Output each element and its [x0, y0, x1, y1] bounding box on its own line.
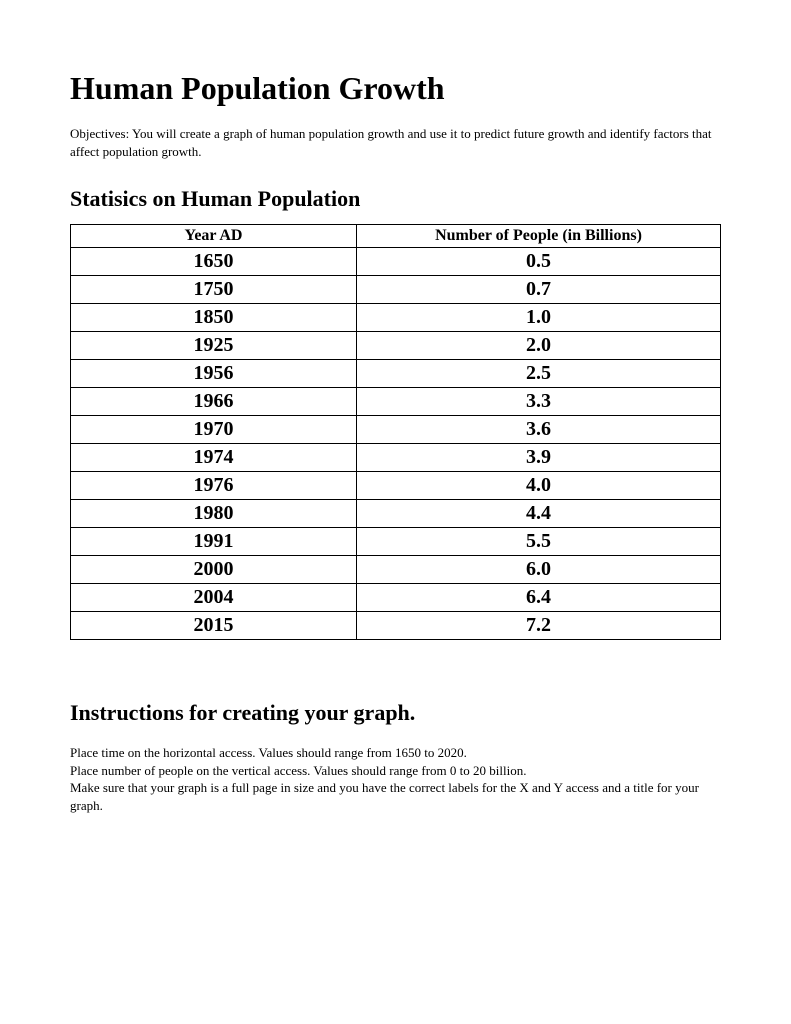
page-title: Human Population Growth: [70, 70, 721, 107]
instruction-line: Place number of people on the vertical a…: [70, 762, 721, 780]
table-row: 19764.0: [71, 472, 721, 500]
document-page: Human Population Growth Objectives: You …: [0, 0, 791, 854]
cell-people: 6.4: [357, 584, 721, 612]
table-row: 18501.0: [71, 304, 721, 332]
cell-year: 1750: [71, 276, 357, 304]
table-row: 16500.5: [71, 248, 721, 276]
table-body: 16500.5 17500.7 18501.0 19252.0 19562.5 …: [71, 248, 721, 640]
table-row: 19804.4: [71, 500, 721, 528]
cell-people: 1.0: [357, 304, 721, 332]
cell-people: 2.0: [357, 332, 721, 360]
cell-year: 1966: [71, 388, 357, 416]
instructions-heading: Instructions for creating your graph.: [70, 700, 721, 726]
table-row: 19743.9: [71, 444, 721, 472]
table-row: 17500.7: [71, 276, 721, 304]
cell-year: 2015: [71, 612, 357, 640]
table-row: 19663.3: [71, 388, 721, 416]
table-row: 19252.0: [71, 332, 721, 360]
cell-year: 2004: [71, 584, 357, 612]
cell-year: 1976: [71, 472, 357, 500]
cell-people: 3.6: [357, 416, 721, 444]
column-header-people: Number of People (in Billions): [357, 225, 721, 248]
cell-year: 2000: [71, 556, 357, 584]
cell-year: 1980: [71, 500, 357, 528]
column-header-year: Year AD: [71, 225, 357, 248]
cell-people: 5.5: [357, 528, 721, 556]
statistics-heading: Statisics on Human Population: [70, 186, 721, 212]
cell-people: 3.3: [357, 388, 721, 416]
cell-year: 1925: [71, 332, 357, 360]
table-row: 20046.4: [71, 584, 721, 612]
cell-people: 4.0: [357, 472, 721, 500]
instruction-line: Make sure that your graph is a full page…: [70, 779, 721, 814]
table-row: 20157.2: [71, 612, 721, 640]
cell-year: 1991: [71, 528, 357, 556]
table-row: 19703.6: [71, 416, 721, 444]
cell-people: 0.7: [357, 276, 721, 304]
cell-year: 1650: [71, 248, 357, 276]
cell-year: 1974: [71, 444, 357, 472]
cell-people: 4.4: [357, 500, 721, 528]
cell-people: 3.9: [357, 444, 721, 472]
table-header-row: Year AD Number of People (in Billions): [71, 225, 721, 248]
cell-people: 7.2: [357, 612, 721, 640]
cell-people: 2.5: [357, 360, 721, 388]
cell-people: 6.0: [357, 556, 721, 584]
instruction-line: Place time on the horizontal access. Val…: [70, 744, 721, 762]
cell-year: 1956: [71, 360, 357, 388]
cell-year: 1850: [71, 304, 357, 332]
cell-year: 1970: [71, 416, 357, 444]
cell-people: 0.5: [357, 248, 721, 276]
table-row: 19915.5: [71, 528, 721, 556]
objectives-text: Objectives: You will create a graph of h…: [70, 125, 721, 160]
population-table: Year AD Number of People (in Billions) 1…: [70, 224, 721, 640]
table-row: 19562.5: [71, 360, 721, 388]
table-row: 20006.0: [71, 556, 721, 584]
